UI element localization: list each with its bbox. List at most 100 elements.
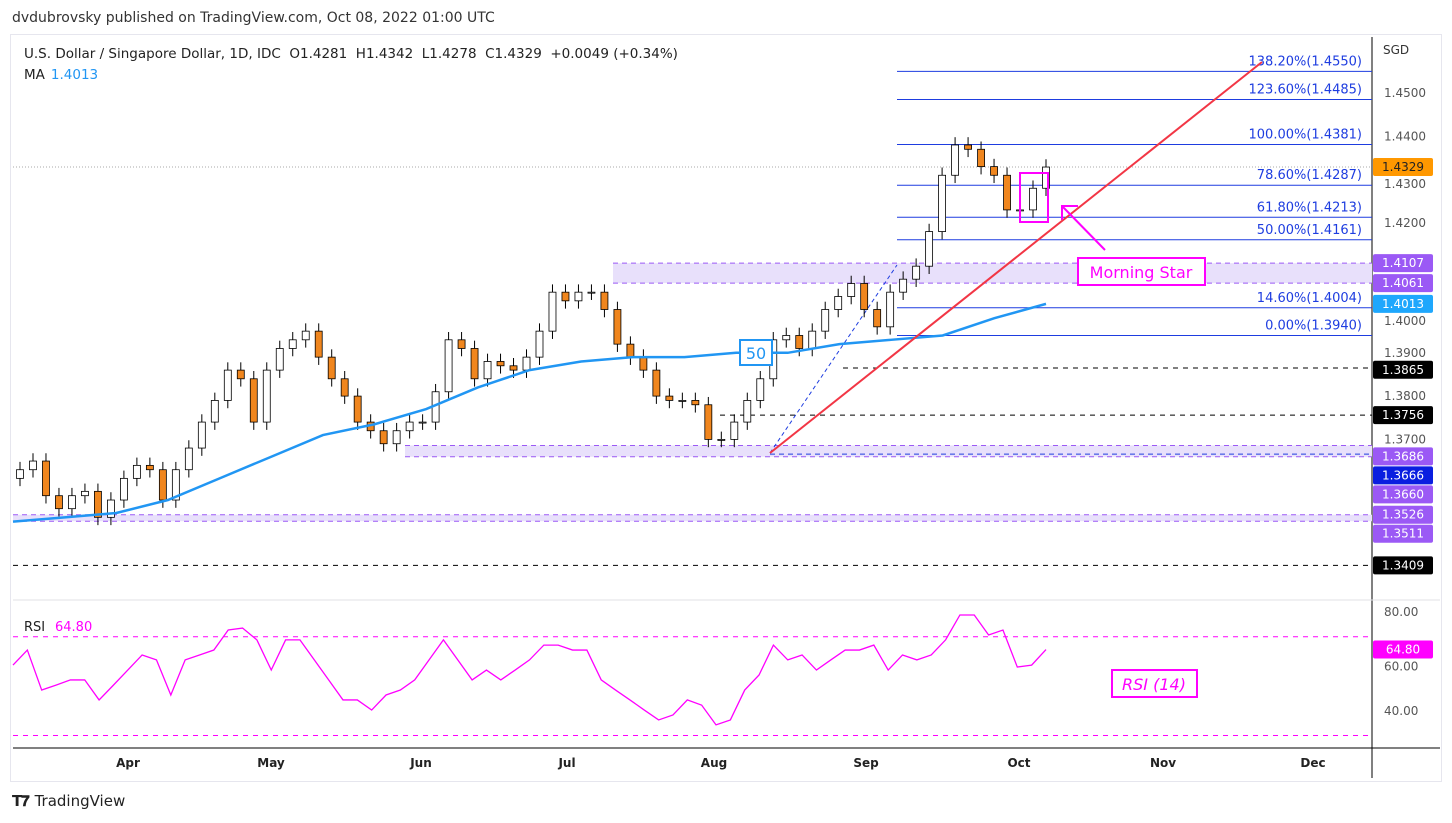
support-resistance-zone: [405, 445, 1372, 457]
zone-price-label-bg: [1373, 274, 1433, 293]
time-tick: Sep: [853, 756, 879, 770]
price-tick: 1.3800: [1384, 389, 1426, 403]
candle-down: [613, 309, 622, 345]
symbol-header: U.S. Dollar / Singapore Dollar, 1D, IDC …: [24, 46, 678, 62]
zone-price-label: 1.3511: [1382, 527, 1424, 541]
candle-down: [860, 283, 869, 310]
price-tick: 1.4200: [1384, 216, 1426, 230]
candle-up: [184, 447, 193, 471]
blue-level-price-label-bg: [1373, 466, 1433, 485]
zone-price-label-bg: [1373, 254, 1433, 273]
zone-price-label-bg: [1373, 485, 1433, 504]
candle-up: [730, 421, 739, 440]
time-tick: Oct: [1007, 756, 1030, 770]
candle-down: [158, 469, 167, 501]
candle-up: [1042, 166, 1050, 189]
pattern-label-box: [1077, 257, 1206, 286]
candle-up: [535, 330, 544, 358]
candle-down: [94, 490, 102, 518]
candle-down: [1003, 174, 1011, 211]
candle-up: [301, 330, 310, 341]
candle-up: [418, 421, 427, 424]
candle-up: [288, 339, 297, 349]
candle-up: [16, 469, 24, 479]
candle-down: [977, 148, 985, 168]
zone-price-label: 1.4107: [1382, 256, 1424, 270]
rsi-value-label: 64.80: [1386, 643, 1420, 657]
candle-up: [1029, 187, 1037, 211]
tv-logo-icon: T𝟕: [12, 792, 30, 810]
support-resistance-zone: [613, 263, 1372, 284]
rsi-tick: 40.00: [1384, 704, 1418, 718]
time-tick: Jun: [409, 756, 432, 770]
symbol-name: U.S. Dollar / Singapore Dollar, 1D, IDC: [24, 46, 281, 62]
candle-up: [81, 490, 89, 497]
candle-down: [795, 335, 804, 349]
level-price-label: 1.3865: [1382, 363, 1424, 377]
candle-down: [314, 330, 323, 358]
zone-price-label-bg: [1373, 505, 1433, 524]
level-price-label-bg: [1373, 406, 1433, 425]
candle-down: [236, 369, 245, 380]
candle-up: [717, 438, 726, 441]
time-tick: May: [257, 756, 285, 770]
brand-name: TradingView: [34, 792, 126, 810]
rsi-tag-label: RSI (14): [1122, 675, 1186, 694]
arrow-shaft: [1061, 205, 1106, 251]
time-tick: Dec: [1300, 756, 1325, 770]
candle-up: [119, 477, 128, 501]
ma-tag-label: 50: [746, 344, 766, 363]
candle-down: [340, 378, 349, 397]
price-tick: 1.3900: [1384, 346, 1426, 360]
chart-frame: [10, 34, 1442, 782]
price-tick: 1.4500: [1384, 86, 1426, 100]
fib-level-label: 61.80%(1.4213): [1257, 200, 1362, 215]
pattern-label: Morning Star: [1090, 263, 1193, 282]
level-price-label-bg: [1373, 360, 1433, 379]
fib-level-label: 50.00%(1.4161): [1257, 223, 1362, 238]
candle-down: [509, 365, 518, 371]
fib-level-label: 78.60%(1.4287): [1257, 168, 1362, 183]
zone-price-label-bg: [1373, 524, 1433, 543]
zone-price-label: 1.3526: [1382, 508, 1424, 522]
level-price-label: 1.3409: [1382, 558, 1424, 572]
candle-down: [691, 400, 700, 406]
candle-down: [639, 356, 648, 371]
rsi-line: [12, 614, 1047, 726]
candle-up: [210, 400, 219, 423]
candle-down: [145, 464, 154, 471]
ma-label: MA: [24, 67, 45, 83]
candle-up: [951, 144, 959, 176]
candle-up: [808, 330, 817, 349]
ascending-trendline: [769, 61, 1263, 454]
candle-up: [107, 499, 115, 518]
fib-level-label: 138.20%(1.4550): [1249, 54, 1362, 69]
tradingview-logo[interactable]: T𝟕 TradingView: [12, 792, 125, 810]
arrow-head-icon: [1061, 205, 1078, 220]
fib-level-label: 100.00%(1.4381): [1249, 128, 1362, 143]
candle-up: [821, 309, 830, 332]
candle-up: [522, 356, 531, 371]
candle-up: [782, 335, 791, 341]
price-tick: 1.4300: [1384, 177, 1426, 191]
zone-price-label-bg: [1373, 447, 1433, 466]
rsi-tick: 60.00: [1384, 660, 1418, 674]
time-tick: Apr: [116, 756, 140, 770]
candle-down: [990, 166, 998, 176]
support-resistance-zone: [13, 514, 1372, 522]
candle-up: [29, 460, 37, 471]
candle-down: [470, 348, 479, 380]
candle-down: [704, 404, 713, 440]
candle-up: [392, 430, 401, 445]
zone-price-label: 1.4061: [1382, 276, 1424, 290]
candle-up: [68, 495, 76, 510]
rsi-value: 64.80: [55, 620, 92, 635]
candle-down: [457, 339, 466, 349]
candle-down: [327, 356, 336, 380]
candle-down: [496, 361, 505, 367]
candle-up: [678, 400, 687, 402]
publisher-line: dvdubrovsky published on TradingView.com…: [12, 10, 495, 26]
candle-down: [626, 343, 635, 358]
ma-price-label-bg: [1373, 294, 1433, 313]
